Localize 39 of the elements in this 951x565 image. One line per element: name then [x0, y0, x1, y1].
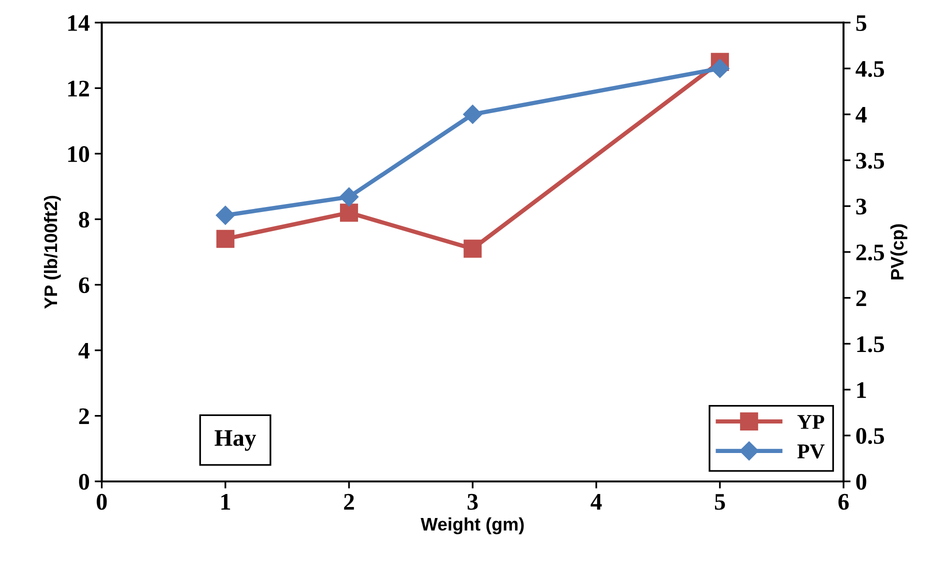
y2-tick-label: 3 [856, 198, 866, 215]
y2-tick-label: 2 [856, 290, 866, 306]
y2-tick-label: 4.5 [856, 61, 884, 78]
x-tick-label: 2 [344, 494, 354, 510]
legend-label: YP [797, 415, 824, 429]
x-tick-label: 3 [468, 494, 478, 510]
x-tick-label: 6 [838, 494, 849, 510]
y-tick-label: 10 [68, 146, 90, 162]
y-tick-label: 8 [78, 212, 90, 228]
y-tick-label: 2 [79, 408, 89, 424]
x-axis-title: Weight (gm) [420, 517, 524, 534]
point [340, 204, 358, 222]
y-tick-label: 12 [68, 80, 89, 96]
y2-tick-label: 1.5 [857, 336, 884, 352]
x-tick-label: 0 [96, 494, 107, 510]
legend-label: PV [797, 444, 825, 459]
annotation: Hay [214, 430, 256, 451]
y2-tick-label: 0 [856, 474, 866, 490]
x-tick-label: 4 [590, 494, 602, 510]
point [339, 187, 359, 206]
y2-tick-label: 4 [856, 107, 867, 123]
y2-tick-label: 5 [856, 15, 866, 32]
point [216, 230, 234, 248]
y2-tick-label: 2.5 [856, 244, 884, 261]
point [463, 104, 482, 124]
y-tick-label: 0 [79, 474, 90, 490]
y-tick-label: 6 [78, 277, 90, 294]
y2-tick-label: 3.5 [856, 152, 884, 169]
y2-tick-label: 0.5 [856, 428, 884, 444]
y-tick-label: 14 [68, 15, 90, 31]
point [464, 240, 482, 258]
x-tick-label: 5 [714, 494, 725, 510]
y-axis-title: YP (lb/100ft2) [44, 196, 61, 309]
x-tick-label: 1 [221, 494, 230, 510]
y2-tick-label: 1 [857, 382, 866, 398]
y2-axis-title: PV(cp) [890, 224, 908, 280]
y-tick-label: 4 [78, 342, 90, 358]
point [216, 206, 235, 225]
point [710, 58, 730, 78]
